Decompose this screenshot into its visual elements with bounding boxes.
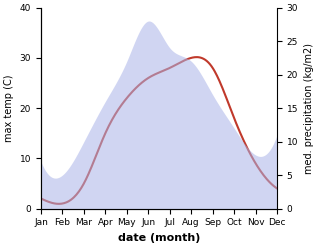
X-axis label: date (month): date (month) (118, 233, 200, 243)
Y-axis label: max temp (C): max temp (C) (4, 74, 14, 142)
Y-axis label: med. precipitation (kg/m2): med. precipitation (kg/m2) (304, 43, 314, 174)
